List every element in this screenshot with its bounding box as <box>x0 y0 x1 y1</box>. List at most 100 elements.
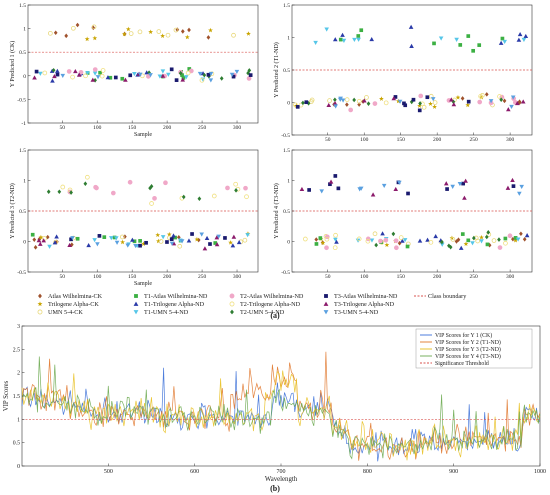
data-point-p1 <box>247 68 252 73</box>
y-tick-label: -0.5 <box>17 97 26 103</box>
data-point-p2 <box>408 24 414 29</box>
data-point-p2 <box>466 99 471 104</box>
data-point-p1 <box>248 73 253 77</box>
data-point-p2 <box>326 102 332 108</box>
data-point-p3 <box>141 241 146 246</box>
data-point-p2 <box>356 98 362 104</box>
legend-marker <box>229 301 235 307</box>
data-point-p3 <box>94 185 99 191</box>
y-tick-label: 1.5 <box>19 3 26 9</box>
y-tick-label: 1.5 <box>19 148 26 154</box>
data-point-p1 <box>90 77 96 82</box>
y-tick-label: 0.5 <box>283 68 290 74</box>
data-point-p1 <box>92 71 98 76</box>
data-point-p2 <box>304 100 309 105</box>
x-tick-label: 100 <box>93 274 102 280</box>
data-point-p3 <box>120 239 125 245</box>
data-point-p3 <box>211 193 217 199</box>
data-point-p2 <box>428 93 434 99</box>
data-point-p3 <box>202 246 208 251</box>
data-point-p2 <box>393 95 398 99</box>
data-point-p1 <box>42 70 48 76</box>
data-point-p3 <box>148 185 152 191</box>
data-point-p1 <box>246 76 252 81</box>
data-point-p3 <box>163 180 168 186</box>
data-point-p4 <box>486 230 491 235</box>
vip-legend-label: VIP Scores for Y 2 (T1-ND) <box>435 339 501 346</box>
data-point-p3 <box>242 237 248 243</box>
data-point-p3 <box>197 196 202 201</box>
x-tick-label: 600 <box>190 469 199 475</box>
y-tick-label: 2.5 <box>13 347 20 353</box>
data-point-p4 <box>461 181 465 186</box>
data-point-p2 <box>369 37 375 42</box>
data-point-p3 <box>186 238 192 243</box>
data-point-p3 <box>132 239 137 244</box>
data-point-p1 <box>50 78 55 83</box>
data-point-p3 <box>30 232 35 237</box>
data-point-p4 <box>440 239 444 245</box>
data-point-p1 <box>32 75 37 80</box>
data-point-p2 <box>454 37 459 42</box>
data-point-p4 <box>417 238 423 243</box>
data-point-p4 <box>299 186 305 192</box>
data-point-p4 <box>447 243 451 249</box>
data-point-p2 <box>309 97 315 103</box>
data-point-p1 <box>231 32 236 38</box>
data-point-p4 <box>333 237 338 242</box>
y-tick-label: 2 <box>17 371 20 377</box>
data-point-p3 <box>138 239 142 243</box>
data-point-p2 <box>340 98 346 103</box>
data-point-p1 <box>148 29 154 35</box>
data-point-p4 <box>457 181 463 187</box>
data-point-p4 <box>334 239 339 244</box>
data-point-p4 <box>470 241 475 246</box>
data-point-p4 <box>336 186 341 191</box>
data-point-p1 <box>108 75 113 80</box>
y-tick-label: 3 <box>17 324 20 330</box>
x-tick-label: 250 <box>470 274 479 280</box>
data-point-p1 <box>219 76 224 81</box>
data-point-p4 <box>400 238 405 243</box>
legend-marker <box>37 309 43 315</box>
data-point-p3 <box>97 234 102 238</box>
data-point-p1 <box>185 70 191 76</box>
data-point-p2 <box>438 36 444 41</box>
data-point-p3 <box>194 236 200 242</box>
data-point-p3 <box>37 241 43 246</box>
x-tick-label: 250 <box>470 137 479 143</box>
scatter-panel-p4: 1.5 1 0.5 0 -0.5 50 100 150 200 250 300 Y Predicted… <box>273 148 533 280</box>
data-point-p1 <box>128 73 133 78</box>
data-point-p4 <box>318 236 323 240</box>
data-point-p4 <box>511 184 516 188</box>
data-point-p3 <box>236 239 242 245</box>
data-point-p1 <box>148 73 153 78</box>
x-tick-label: 200 <box>433 137 442 143</box>
data-point-p4 <box>522 237 527 242</box>
x-tick-label: 300 <box>506 274 515 280</box>
data-point-p1 <box>92 67 98 72</box>
data-point-p3 <box>214 242 220 247</box>
data-point-p3 <box>158 239 164 244</box>
x-tick-label: 50 <box>325 137 331 143</box>
data-point-p3 <box>165 240 169 244</box>
data-point-p2 <box>352 97 356 103</box>
legend-label: Atlas Wilhelmina-CK <box>48 293 103 300</box>
x-tick-label: 150 <box>128 274 137 280</box>
data-point-p1 <box>169 67 174 72</box>
data-point-p1 <box>95 75 101 80</box>
data-point-p1 <box>246 31 251 36</box>
data-point-p2 <box>502 98 507 104</box>
data-point-p3 <box>41 238 47 243</box>
data-point-p1 <box>83 73 88 79</box>
data-point-p2 <box>477 99 483 105</box>
data-point-p3 <box>33 245 38 250</box>
x-tick-label: 100 <box>360 137 369 143</box>
p1-plot-area <box>27 4 259 124</box>
data-point-p2 <box>449 97 454 102</box>
legend-marker <box>134 294 138 298</box>
y-tick-label: 1 <box>17 417 20 423</box>
data-point-p2 <box>383 100 389 106</box>
data-point-p2 <box>332 101 338 106</box>
x-tick-label: 200 <box>163 274 172 280</box>
